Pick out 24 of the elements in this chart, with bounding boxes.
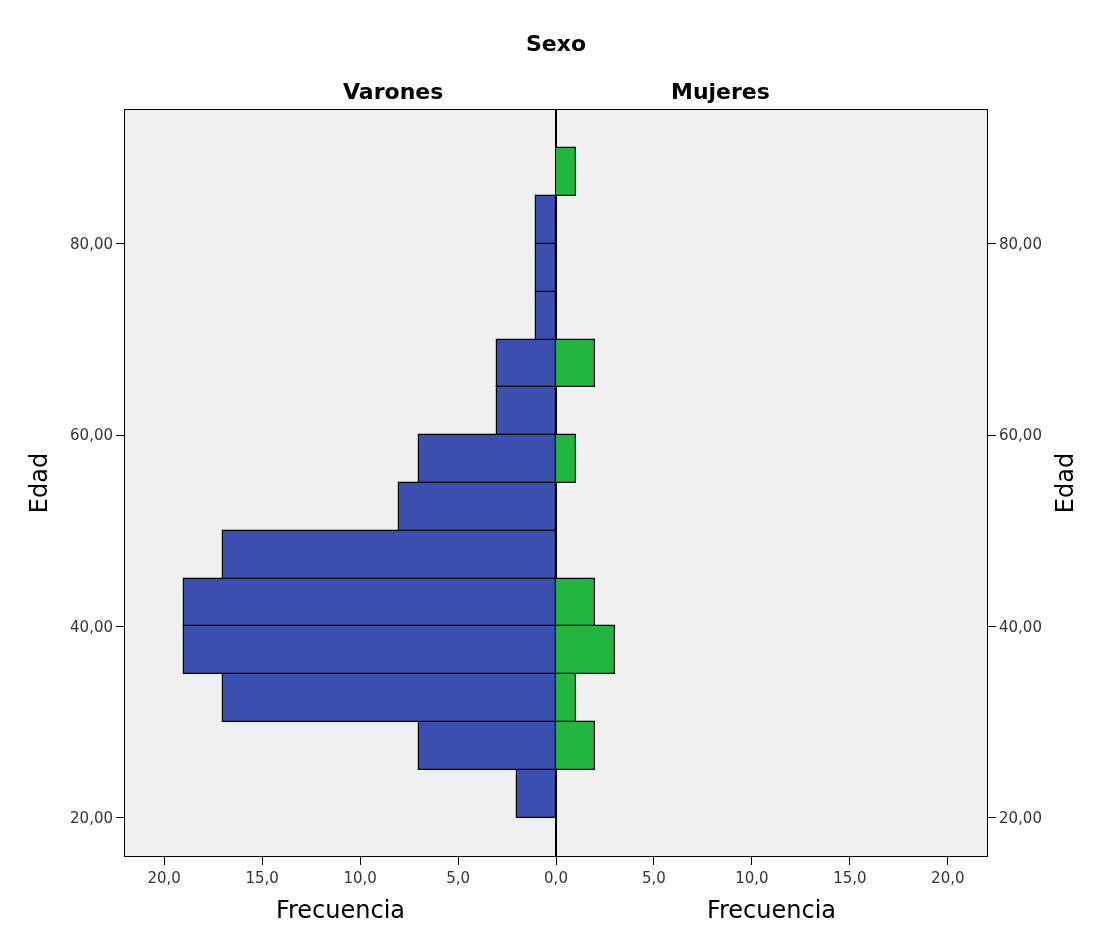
y-tick-label: 20,00	[70, 808, 113, 827]
y-tick-label: 60,00	[70, 426, 113, 445]
chart-title: Mujeres	[671, 79, 770, 104]
x-axis-title: Frecuencia	[275, 896, 406, 925]
y-tick-label: 60,00	[999, 426, 1042, 445]
x-tick-label: 15,0	[245, 869, 279, 887]
y-tick-label: 20,00	[999, 808, 1042, 827]
x-tick-label: 5,0	[642, 869, 666, 887]
x-tick-label: 20,0	[931, 869, 965, 887]
chart-title: Varones	[343, 79, 444, 104]
y-axis-title: Edad	[1051, 452, 1080, 514]
x-tick-label: 5,0	[446, 869, 470, 887]
x-tick-label: 20,0	[147, 869, 181, 887]
x-tick-label: 10,0	[343, 869, 377, 887]
y-axis-title: Edad	[25, 452, 54, 514]
x-tick-label: 10,0	[735, 869, 769, 887]
y-tick-label: 40,00	[999, 617, 1042, 636]
x-tick-label: 15,0	[833, 869, 867, 887]
y-tick-label: 80,00	[999, 235, 1042, 254]
x-tick-label: 0,0	[544, 869, 568, 887]
x-axis-title: Frecuencia	[706, 896, 837, 925]
y-tick-label: 80,00	[70, 235, 113, 254]
y-tick-label: 40,00	[70, 617, 113, 636]
text: Sexo	[526, 31, 587, 56]
